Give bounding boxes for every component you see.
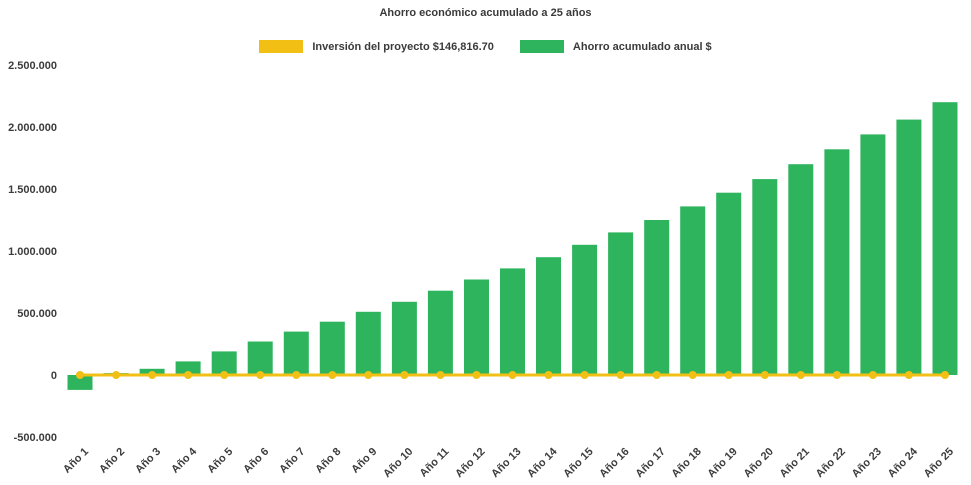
x-tick-label: Año 15 [561, 446, 595, 480]
x-tick-label: Año 22 [814, 446, 848, 480]
line-point-year-15[interactable] [580, 371, 589, 379]
legend-swatch-investment-icon [259, 40, 304, 53]
x-tick-label: Año 5 [205, 446, 235, 476]
line-point-year-2[interactable] [112, 371, 121, 379]
line-point-year-23[interactable] [868, 371, 877, 379]
line-point-year-18[interactable] [688, 371, 697, 379]
bar-year-6[interactable] [247, 341, 273, 376]
x-tick-label: Año 3 [133, 446, 163, 476]
bar-year-10[interactable] [391, 301, 417, 375]
chart-title: Ahorro económico acumulado a 25 años [379, 7, 592, 19]
legend-label-investment: Inversión del proyecto $146,816.70 [312, 40, 494, 53]
line-point-year-16[interactable] [616, 371, 625, 379]
bar-year-23[interactable] [860, 134, 886, 375]
line-point-year-3[interactable] [148, 371, 157, 379]
line-point-year-9[interactable] [364, 371, 373, 379]
bar-year-1[interactable] [67, 375, 93, 390]
line-point-year-6[interactable] [256, 371, 265, 379]
bar-year-8[interactable] [319, 321, 345, 375]
legend-label-savings: Ahorro acumulado anual $ [572, 40, 712, 53]
x-tick-label: Año 14 [525, 445, 560, 480]
x-tick-label: Año 1 [61, 446, 91, 476]
x-tick-label: Año 13 [489, 446, 523, 480]
x-tick-label: Año 23 [850, 446, 884, 480]
x-tick-label: Año 24 [886, 445, 921, 480]
y-tick-label: 1.500.000 [8, 184, 57, 196]
x-tick-label: Año 12 [453, 446, 487, 480]
bar-year-4[interactable] [175, 361, 201, 375]
x-tick-label: Año 9 [349, 446, 379, 476]
line-point-year-21[interactable] [796, 371, 805, 379]
y-tick-label: 1.000.000 [8, 246, 57, 258]
line-point-year-8[interactable] [328, 371, 337, 379]
x-tick-label: Año 16 [597, 446, 631, 480]
legend-item-savings[interactable]: Ahorro acumulado anual $ [519, 40, 712, 53]
line-point-year-25[interactable] [941, 371, 949, 379]
line-point-year-17[interactable] [652, 371, 661, 379]
x-tick-label: Año 4 [169, 445, 200, 476]
chart-legend: Inversión del proyecto $146,816.70 Ahorr… [0, 40, 971, 53]
bar-year-24[interactable] [896, 119, 922, 375]
bar-year-19[interactable] [716, 192, 742, 375]
bar-year-18[interactable] [680, 206, 706, 375]
bar-year-14[interactable] [536, 257, 561, 375]
x-tick-label: Año 18 [669, 446, 703, 480]
x-tick-label: Año 8 [313, 446, 343, 476]
x-tick-label: Año 21 [777, 446, 811, 480]
x-tick-label: Año 10 [381, 446, 415, 480]
bar-year-3[interactable] [139, 368, 165, 375]
x-tick-label: Año 17 [633, 446, 667, 480]
line-point-year-22[interactable] [832, 371, 841, 379]
legend-swatch-savings-icon [519, 40, 564, 53]
bar-year-11[interactable] [427, 290, 453, 375]
x-tick-label: Año 7 [277, 446, 307, 476]
line-point-year-12[interactable] [472, 371, 481, 379]
line-point-year-1[interactable] [76, 371, 84, 379]
x-tick-label: Año 20 [741, 446, 775, 480]
bar-year-5[interactable] [211, 351, 237, 375]
legend-item-investment[interactable]: Inversión del proyecto $146,816.70 [259, 40, 494, 53]
bar-year-25[interactable] [932, 102, 958, 375]
x-tick-label: Año 11 [418, 446, 452, 480]
bar-year-22[interactable] [824, 149, 850, 375]
line-point-year-24[interactable] [904, 371, 913, 379]
bar-year-2[interactable] [103, 373, 129, 375]
bar-year-17[interactable] [644, 220, 670, 375]
bar-year-16[interactable] [608, 232, 634, 375]
line-point-year-10[interactable] [400, 371, 409, 379]
x-tick-label: Año 2 [97, 446, 127, 476]
line-point-year-7[interactable] [292, 371, 301, 379]
y-tick-label: 2.500.000 [8, 60, 57, 72]
bar-year-9[interactable] [355, 311, 381, 375]
line-point-year-13[interactable] [508, 371, 517, 379]
bar-year-12[interactable] [464, 279, 489, 376]
bar-year-20[interactable] [752, 179, 778, 375]
bar-year-13[interactable] [500, 268, 525, 375]
y-tick-label: 0 [51, 370, 57, 382]
line-point-year-20[interactable] [760, 371, 769, 379]
y-tick-label: 2.000.000 [8, 122, 57, 134]
line-point-year-14[interactable] [544, 371, 553, 379]
line-point-year-11[interactable] [436, 371, 445, 379]
line-point-year-19[interactable] [724, 371, 733, 379]
bar-year-7[interactable] [283, 331, 309, 375]
line-point-year-5[interactable] [220, 371, 229, 379]
line-point-year-4[interactable] [184, 371, 193, 379]
x-tick-label: Año 25 [922, 446, 956, 480]
x-tick-label: Año 19 [705, 446, 739, 480]
y-tick-label: -500.000 [14, 432, 57, 444]
bar-year-15[interactable] [572, 244, 598, 375]
y-tick-label: 500.000 [17, 308, 57, 320]
x-tick-label: Año 6 [241, 446, 271, 476]
bar-year-21[interactable] [788, 164, 814, 375]
